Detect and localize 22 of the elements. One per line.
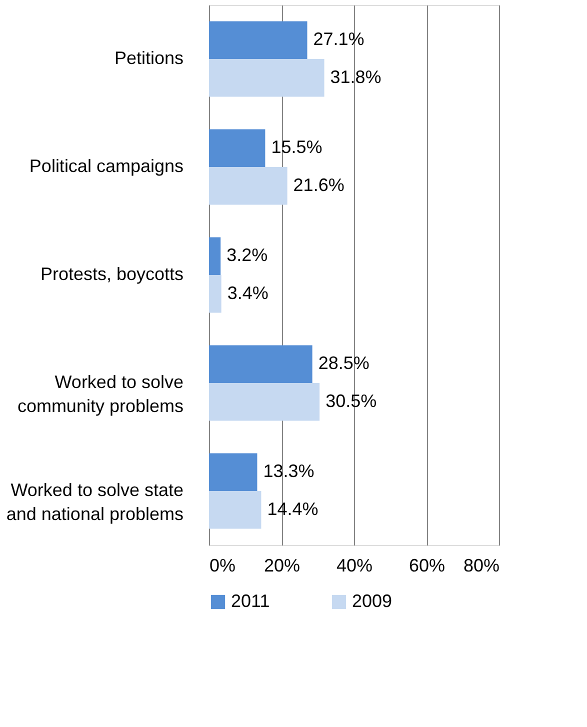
legend-label: 2011 xyxy=(231,591,270,611)
data-label: 27.1% xyxy=(313,29,364,50)
data-label: 31.8% xyxy=(330,66,382,87)
y-tick-label: Political campaigns xyxy=(29,156,184,176)
legend-label: 2009 xyxy=(352,591,392,611)
data-label: 13.3% xyxy=(263,461,314,482)
x-tick-label: 20% xyxy=(264,556,300,576)
y-tick-label: Worked to solve state and national problems xyxy=(6,480,184,524)
data-label: 30.5% xyxy=(326,390,377,411)
x-tick-label: 60% xyxy=(408,556,446,576)
data-label: 3.2% xyxy=(226,245,268,266)
x-tick-label: 40% xyxy=(336,556,373,576)
data-label: 21.6% xyxy=(293,174,344,195)
y-tick-label: Worked to solve community problems xyxy=(17,372,184,416)
data-label: 15.5% xyxy=(271,137,322,158)
data-label: 14.4% xyxy=(267,498,318,519)
data-label: 28.5% xyxy=(318,353,370,374)
data-label: 3.4% xyxy=(227,282,268,303)
y-tick-label: Protests, boycotts xyxy=(40,264,184,284)
x-tick-label: 0% xyxy=(210,556,236,576)
x-tick-label: 80% xyxy=(463,556,500,576)
y-tick-label: Petitions xyxy=(114,48,184,68)
